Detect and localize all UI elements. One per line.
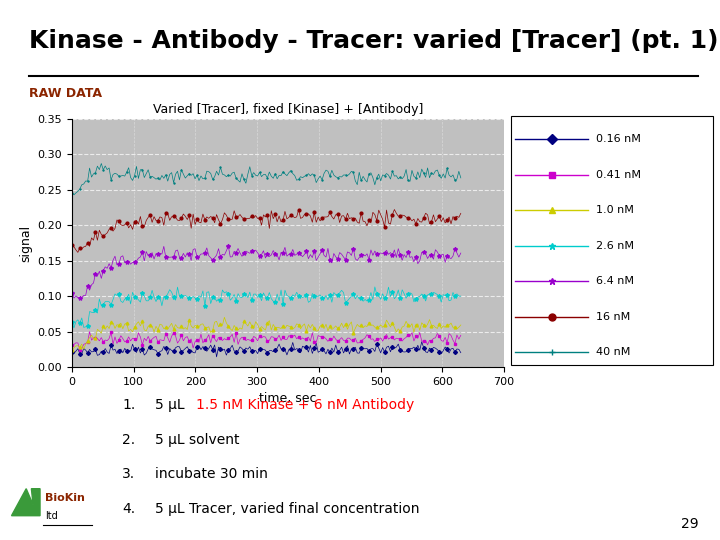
Text: BioKin: BioKin: [45, 493, 85, 503]
Text: 0.41 nM: 0.41 nM: [596, 170, 641, 180]
Text: 5 μL: 5 μL: [155, 399, 189, 413]
Text: 1.5 nM Kinase + 6 nM Antibody: 1.5 nM Kinase + 6 nM Antibody: [196, 399, 415, 413]
Polygon shape: [12, 489, 40, 516]
Text: 16 nM: 16 nM: [596, 312, 630, 322]
Text: 1.: 1.: [122, 399, 135, 413]
Text: 29: 29: [681, 517, 698, 531]
Text: RAW DATA: RAW DATA: [29, 86, 102, 100]
X-axis label: time, sec: time, sec: [259, 393, 317, 406]
Title: Varied [Tracer], fixed [Kinase] + [Antibody]: Varied [Tracer], fixed [Kinase] + [Antib…: [153, 103, 423, 116]
Text: 5 μL solvent: 5 μL solvent: [155, 433, 239, 447]
Text: 40 nM: 40 nM: [596, 347, 630, 357]
Y-axis label: signal: signal: [19, 225, 32, 261]
Text: 2.: 2.: [122, 433, 135, 447]
Text: 0.16 nM: 0.16 nM: [596, 134, 641, 144]
Text: incubate 30 min: incubate 30 min: [155, 468, 268, 482]
Text: 4.: 4.: [122, 502, 135, 516]
Text: 5 μL Tracer, varied final concentration: 5 μL Tracer, varied final concentration: [155, 502, 419, 516]
Text: Kinase - Antibody - Tracer: varied [Tracer] (pt. 1): Kinase - Antibody - Tracer: varied [Trac…: [29, 29, 719, 53]
Text: 3.: 3.: [122, 468, 135, 482]
Text: 1.0 nM: 1.0 nM: [596, 205, 634, 215]
Text: 2.6 nM: 2.6 nM: [596, 241, 634, 251]
Text: ltd: ltd: [45, 511, 58, 521]
Text: 6.4 nM: 6.4 nM: [596, 276, 634, 286]
